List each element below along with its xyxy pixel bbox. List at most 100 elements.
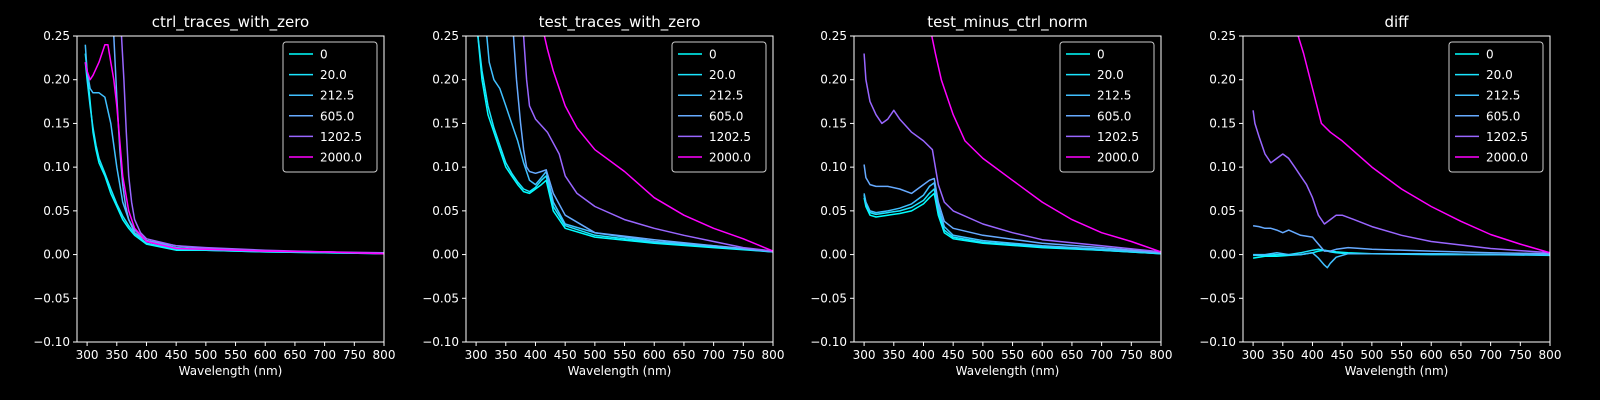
x-tick-label: 650 — [1449, 348, 1472, 362]
x-tick-label: 300 — [76, 348, 99, 362]
chart-panel-2: test_traces_with_zero 300 350 400 450 500 550 6… — [422, 13, 784, 378]
x-axis-label: Wavelength (nm) — [568, 364, 672, 378]
legend-label: 1202.5 — [320, 130, 362, 144]
y-tick-label: 0.25 — [1209, 29, 1236, 43]
series-line-605.0 — [1252, 224, 1550, 255]
legend-label: 212.5 — [1097, 89, 1131, 103]
axes-frame — [1242, 35, 1551, 343]
y-tick-label: 0.05 — [43, 204, 70, 218]
x-tick-label: 750 — [732, 348, 755, 362]
x-tick-label: 750 — [1120, 348, 1143, 362]
legend: 0 20.0 212.5 605.0 1202.5 2000.0 — [1448, 41, 1544, 173]
series-line-212.5 — [1253, 252, 1550, 269]
x-tick-label: 500 — [583, 348, 606, 362]
legend-label: 212.5 — [320, 89, 354, 103]
legend-label: 1202.5 — [1486, 130, 1528, 144]
x-tick-label: 350 — [105, 348, 128, 362]
x-tick-label: 600 — [1031, 348, 1054, 362]
y-tick-label: 0.10 — [820, 160, 847, 174]
x-tick-label: 800 — [1150, 348, 1173, 362]
x-tick-label: 800 — [762, 348, 785, 362]
y-tick-label: 0.10 — [432, 160, 459, 174]
x-tick-label: 700 — [313, 348, 336, 362]
x-tick-label: 600 — [254, 348, 277, 362]
y-tick-label: 0.20 — [43, 73, 70, 87]
series-line-20.0 — [477, 36, 773, 253]
legend-label: 0 — [1486, 48, 1494, 62]
axes-frame — [853, 35, 1162, 343]
y-tick-label: 0.00 — [1209, 248, 1236, 262]
x-tick-label: 700 — [1479, 348, 1502, 362]
series-line-20.0 — [863, 188, 1161, 255]
series-line-2000.0 — [543, 36, 773, 252]
x-tick-label: 550 — [613, 348, 636, 362]
x-tick-label: 800 — [1539, 348, 1562, 362]
y-tick-label: −0.05 — [422, 291, 459, 305]
y-tick-label: 0.00 — [820, 248, 847, 262]
y-tick-label: −0.10 — [33, 335, 70, 349]
series-group — [1252, 36, 1550, 269]
legend-label: 1202.5 — [1097, 130, 1139, 144]
chart-panel-3: test_minus_ctrl_norm 300 350 400 450 500 550 60… — [810, 13, 1172, 378]
y-tick-label: 0.25 — [432, 29, 459, 43]
y-tick-label: 0.10 — [1209, 160, 1236, 174]
y-tick-label: 0.15 — [820, 116, 847, 130]
legend-label: 1202.5 — [709, 130, 751, 144]
x-tick-label: 450 — [165, 348, 188, 362]
x-tick-label: 550 — [1001, 348, 1024, 362]
x-axis-label: Wavelength (nm) — [956, 364, 1060, 378]
legend-label: 0 — [1097, 48, 1105, 62]
legend-label: 2000.0 — [320, 151, 362, 165]
x-axis-label: Wavelength (nm) — [1345, 364, 1449, 378]
x-tick-label: 550 — [224, 348, 247, 362]
legend-label: 605.0 — [1097, 109, 1131, 123]
y-tick-label: 0.25 — [43, 29, 70, 43]
legend-label: 2000.0 — [709, 151, 751, 165]
x-tick-label: 400 — [524, 348, 547, 362]
panels: ctrl_traces_with_zero 300 350 400 450 500 550 6… — [33, 13, 1561, 378]
series-group — [84, 36, 384, 255]
series-line-2000.0 — [1297, 36, 1550, 254]
y-tick-label: −0.05 — [1199, 291, 1236, 305]
y-tick-label: 0.05 — [820, 204, 847, 218]
chart-title: ctrl_traces_with_zero — [152, 13, 309, 32]
axes-frame — [465, 35, 774, 343]
x-tick-label: 750 — [343, 348, 366, 362]
legend-label: 2000.0 — [1097, 151, 1139, 165]
x-tick-label: 500 — [194, 348, 217, 362]
legend: 0 20.0 212.5 605.0 1202.5 2000.0 — [671, 41, 767, 173]
y-tick-label: 0.20 — [432, 73, 459, 87]
legend-label: 2000.0 — [1486, 151, 1528, 165]
legend-label: 605.0 — [1486, 109, 1520, 123]
x-tick-label: 600 — [643, 348, 666, 362]
x-tick-label: 450 — [1331, 348, 1354, 362]
series-group — [477, 36, 773, 253]
legend-label: 20.0 — [320, 68, 347, 82]
legend-label: 605.0 — [320, 109, 354, 123]
x-tick-label: 400 — [912, 348, 935, 362]
axes-frame — [76, 35, 385, 343]
legend: 0 20.0 212.5 605.0 1202.5 2000.0 — [1059, 41, 1155, 173]
series-line-2000.0 — [931, 36, 1161, 253]
y-tick-label: −0.05 — [33, 291, 70, 305]
series-line-1202.5 — [863, 53, 1161, 253]
x-tick-label: 300 — [853, 348, 876, 362]
x-tick-label: 650 — [1060, 348, 1083, 362]
legend-label: 605.0 — [709, 109, 743, 123]
x-tick-label: 300 — [465, 348, 488, 362]
series-line-1202.5 — [120, 36, 384, 254]
x-tick-label: 750 — [1509, 348, 1532, 362]
chart-panel-4: diff 300 350 400 450 500 550 600 650 700 750 800 −0.… — [1199, 13, 1561, 378]
x-tick-label: 700 — [1090, 348, 1113, 362]
x-tick-label: 450 — [942, 348, 965, 362]
x-tick-label: 300 — [1242, 348, 1265, 362]
y-tick-label: −0.10 — [422, 335, 459, 349]
x-tick-label: 500 — [971, 348, 994, 362]
series-line-605.0 — [863, 164, 1161, 254]
x-tick-label: 350 — [1271, 348, 1294, 362]
series-group — [863, 36, 1161, 255]
x-tick-label: 700 — [702, 348, 725, 362]
y-tick-label: −0.10 — [1199, 335, 1236, 349]
legend-label: 0 — [709, 48, 717, 62]
